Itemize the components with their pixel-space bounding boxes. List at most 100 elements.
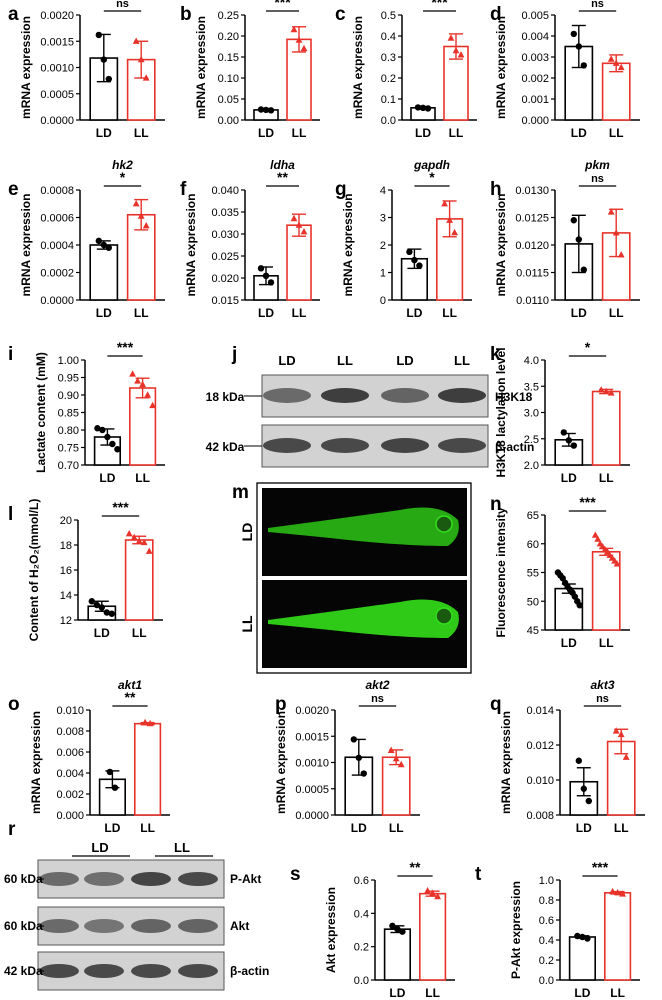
y-tick-label: 0.0 (539, 975, 554, 987)
marker-label: 60 kDa (4, 919, 43, 933)
y-tick-label: 18 (60, 540, 72, 552)
data-point (580, 62, 587, 69)
y-tick-label: 0.25 (218, 10, 239, 22)
band-shape (381, 438, 429, 453)
x-tick-label: LD (351, 821, 367, 835)
y-tick-label: 1.0 (539, 875, 554, 887)
chart-title: hk2 (112, 158, 133, 172)
y-tick-label: 4.0 (524, 355, 539, 367)
panel-label: i (8, 344, 13, 365)
data-point (560, 429, 567, 436)
data-point (591, 531, 599, 538)
significance-label: ns (591, 173, 604, 185)
y-tick-label: 0.025 (211, 251, 239, 263)
blot-band (321, 438, 369, 453)
data-point (140, 538, 148, 546)
marker-label: 18 kDa (206, 390, 245, 404)
blot-band (84, 964, 124, 978)
y-tick-label: 0.0008 (40, 185, 74, 197)
panel-label: l (8, 504, 13, 525)
x-tick-label: LD (96, 126, 112, 140)
data-point (300, 228, 308, 235)
y-tick-label: 0.80 (58, 425, 79, 437)
x-tick-label: LL (389, 821, 404, 835)
band-shape (39, 919, 79, 933)
y-tick-label: 0.95 (58, 373, 79, 385)
panel-label: h (490, 179, 502, 200)
data-point (100, 241, 108, 249)
data-point (290, 214, 298, 222)
data-point (617, 251, 625, 258)
lane-label: LL (337, 353, 353, 368)
y-axis-label: mRNA expression (351, 16, 365, 119)
data-point (416, 262, 423, 269)
y-tick-label: 0.00 (218, 115, 239, 127)
data-point (139, 380, 146, 388)
data-point (597, 386, 605, 393)
bar-LD (253, 274, 279, 301)
x-tick-label: LD (258, 306, 274, 320)
y-tick-label: 0.20 (218, 31, 239, 43)
data-point (565, 437, 572, 444)
y-tick-label: 1.00 (58, 355, 79, 367)
x-tick-label: LD (94, 626, 110, 640)
chart-title: gapdh (413, 158, 450, 172)
y-axis-label: mRNA expression (19, 16, 33, 119)
significance-label: * (429, 169, 435, 185)
y-tick-label: 0.014 (526, 705, 554, 717)
protein-label: β-actin (495, 440, 534, 454)
blot-band (178, 872, 218, 886)
y-tick-label: 0.0000 (295, 810, 329, 822)
data-point (137, 55, 145, 63)
blot-band (131, 872, 171, 886)
data-point (125, 529, 133, 537)
y-tick-label: 0.85 (58, 408, 79, 420)
data-point (575, 43, 582, 50)
lane-label: LL (454, 353, 470, 368)
panel-label: e (8, 179, 19, 200)
data-point (135, 537, 143, 544)
blot-band (381, 388, 429, 403)
larva-eye-ring (435, 607, 453, 625)
data-point (257, 106, 265, 113)
data-point (622, 753, 630, 760)
y-tick-label: 14 (60, 590, 72, 602)
band-shape (381, 388, 429, 403)
y-tick-label: 0.0020 (295, 705, 329, 717)
data-point (446, 216, 453, 223)
marker-label: 42 kDa (206, 440, 245, 454)
blot-band (131, 919, 171, 933)
bar-LL (286, 38, 312, 121)
panel-label: b (180, 4, 192, 25)
bar-LL (134, 722, 162, 816)
data-point (88, 598, 96, 605)
significance-label: * (120, 169, 126, 185)
larva-eye-ring (435, 515, 453, 533)
data-point (406, 248, 413, 256)
band-shape (178, 964, 218, 978)
blot-band (84, 919, 124, 933)
data-point (141, 718, 149, 726)
significance-label: ns (371, 693, 384, 705)
y-tick-label: 0.004 (521, 31, 549, 43)
significance-label: *** (112, 499, 129, 515)
y-tick-label: 0.6 (354, 875, 369, 887)
bar-LL (603, 891, 632, 981)
y-tick-label: 0 (380, 295, 386, 307)
data-point (137, 212, 145, 219)
y-tick-label: 0.0015 (295, 731, 329, 743)
data-point (295, 221, 303, 228)
data-point (397, 760, 405, 768)
y-axis-label: Fluorescence intensity (494, 507, 508, 637)
y-tick-label: 0.005 (521, 10, 549, 22)
y-tick-label: 45 (527, 625, 539, 637)
bar-LL (601, 62, 631, 121)
y-tick-label: 0.4 (539, 935, 554, 947)
y-tick-label: 0.010 (56, 705, 84, 717)
panel-label: j (231, 344, 237, 365)
y-tick-label: 60 (527, 539, 539, 551)
data-point (95, 237, 103, 245)
y-axis-label: Akt expression (324, 887, 338, 973)
y-tick-label: 20 (60, 515, 72, 527)
